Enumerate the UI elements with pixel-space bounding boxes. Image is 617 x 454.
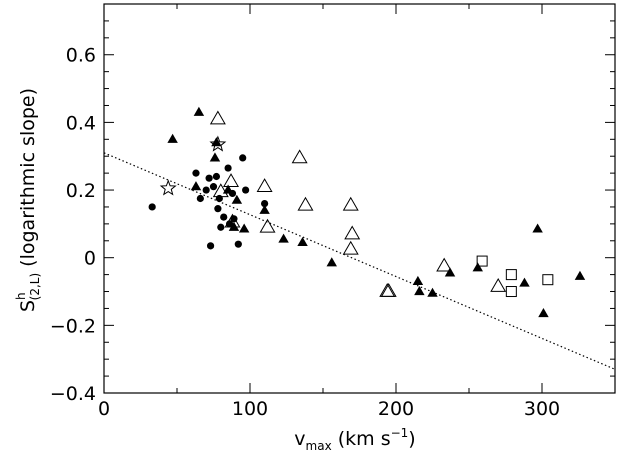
y-label-subscript: (2,L) [28,273,42,301]
point-filled-circle [214,205,222,213]
x-tick-label: 100 [232,398,268,420]
point-filled-triangle [326,257,337,267]
point-filled-triangle [444,267,456,277]
point-filled-circle [206,242,215,250]
point-filled-circle [148,203,156,211]
x-label-units-close: ) [408,428,415,450]
x-tick-label: 300 [524,398,560,420]
data-points [148,106,586,318]
point-open-triangle [212,183,229,198]
point-filled-triangle [209,152,221,162]
x-axis-label: vmax (km s−1) [294,426,415,453]
point-open-square [542,274,554,286]
point-filled-circle [209,183,218,191]
point-filled-triangle [574,270,586,280]
point-open-triangle [436,257,453,272]
point-filled-circle [212,172,221,181]
point-filled-triangle [278,233,289,243]
point-open-star [209,135,227,152]
point-filled-circle [205,174,213,182]
point-filled-triangle [228,221,240,231]
point-filled-triangle [412,275,424,285]
x-label-main: v [294,428,305,450]
point-open-triangle [209,110,226,125]
y-tick-label: 0.4 [66,112,96,134]
y-tick-label: 0.6 [66,45,96,67]
y-axis-label: Sh(2,L) (logarithmic slope) [14,88,42,312]
point-open-triangle [297,196,314,211]
point-open-triangle [223,173,240,187]
point-filled-triangle [231,194,243,204]
point-filled-circle [261,199,269,208]
point-open-triangle [224,213,241,228]
point-open-square [505,269,517,281]
point-filled-circle [202,186,210,194]
y-tick-label: −0.4 [50,383,96,405]
fit-line-group [103,152,616,370]
point-filled-circle [192,169,200,177]
point-filled-circle [217,223,225,231]
y-tick-label: 0 [84,248,96,270]
plot-frame [103,3,616,394]
x-tick-label: 0 [98,398,110,420]
point-open-triangle [342,240,359,255]
point-open-triangle [291,149,308,164]
point-filled-triangle [519,277,530,287]
point-filled-circle [220,213,228,221]
point-open-triangle [256,178,273,193]
point-filled-triangle [538,308,549,318]
y-label-superscript: h [14,292,28,300]
point-filled-circle [215,194,223,203]
point-open-star [159,179,177,196]
x-label-subscript: max [306,439,332,453]
point-open-triangle [259,218,276,233]
point-open-triangle [344,225,361,240]
point-open-triangle [490,277,507,292]
axis-ticks: 0 100 200 300 −0.4 −0.2 0 0.2 0.4 0.6 [50,4,616,420]
point-open-square [505,286,517,298]
point-filled-circle [224,164,232,172]
y-tick-label: 0.2 [66,180,96,202]
point-filled-circle [239,154,247,162]
point-filled-triangle [222,184,234,194]
point-filled-triangle [414,286,425,296]
y-tick-label: −0.2 [50,315,96,337]
x-label-units-open: (km s [332,428,391,450]
point-filled-triangle [427,287,438,297]
point-filled-triangle [532,223,543,233]
point-open-triangle [380,283,397,297]
point-filled-triangle [238,223,250,233]
point-filled-triangle [472,262,483,272]
point-open-triangle [342,196,359,211]
point-filled-triangle [190,181,202,191]
y-label-main: S [17,300,39,312]
point-filled-triangle [167,133,178,143]
point-filled-circle [234,240,242,248]
x-label-units-superscript: −1 [391,426,409,440]
y-label-rest: (logarithmic slope) [17,88,39,273]
point-open-square [476,255,488,267]
x-tick-label: 200 [378,398,414,420]
point-filled-triangle [193,106,205,116]
point-filled-circle [196,194,204,203]
point-filled-triangle [259,204,270,214]
point-filled-triangle [297,236,308,247]
fit-line [103,152,616,370]
point-filled-circle [242,186,250,194]
